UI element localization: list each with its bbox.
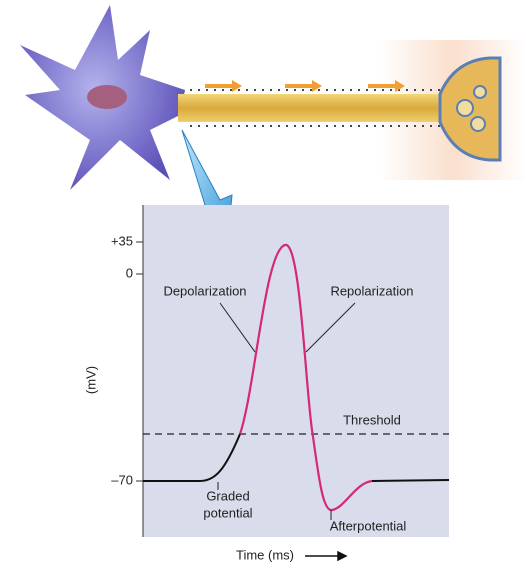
annotation: Depolarization (163, 283, 246, 298)
resting-curve (143, 433, 241, 482)
y-tick-label: 0 (126, 265, 133, 280)
action-potential-curve (238, 243, 373, 512)
annotation: Afterpotential (330, 518, 407, 533)
resting-curve (371, 479, 450, 482)
annotation: potential (203, 505, 252, 520)
leader-line (219, 302, 256, 353)
y-tick-label: +35 (111, 233, 133, 248)
neuron-illustration (20, 5, 526, 242)
y-axis-label: (mV) (83, 366, 98, 394)
annotation: Repolarization (330, 283, 413, 298)
y-tick-label: –70 (111, 472, 133, 487)
annotation: Graded (206, 488, 249, 503)
annotation: Threshold (343, 412, 401, 427)
leader-line (305, 302, 356, 353)
x-axis-label: Time (ms) (236, 547, 294, 562)
plot-area (143, 205, 449, 537)
time-arrow (305, 550, 348, 562)
